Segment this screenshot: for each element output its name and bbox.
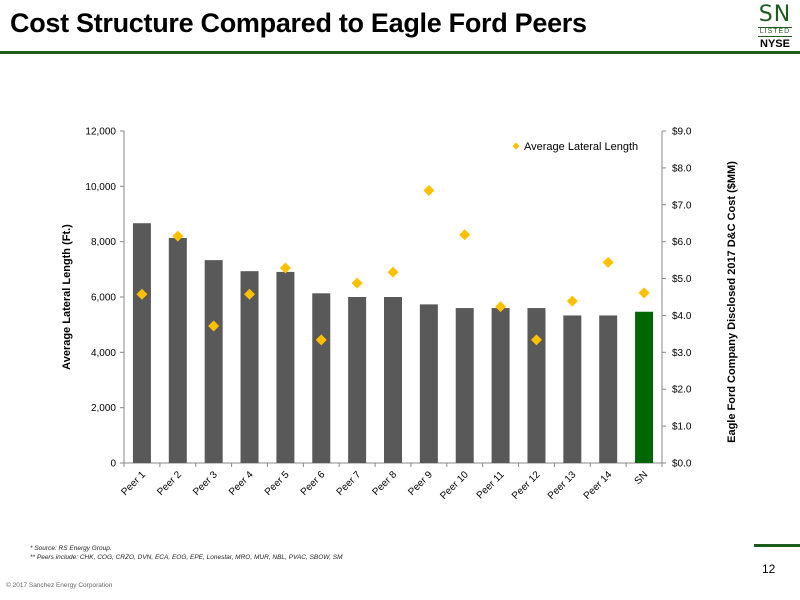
right-axis-tick-label: $2.0 xyxy=(672,385,692,396)
x-axis-tick-label: SN xyxy=(633,469,651,487)
right-axis-tick-label: $6.0 xyxy=(672,237,692,248)
left-axis-tick-label: 12,000 xyxy=(85,127,116,138)
bar-peer-7 xyxy=(348,297,367,463)
right-axis-tick-label: $4.0 xyxy=(672,311,692,322)
x-axis-tick-label: Peer 9 xyxy=(406,469,435,498)
right-axis-tick-label: $0.0 xyxy=(672,459,692,470)
page-number-divider xyxy=(754,544,800,547)
lateral-length-point-peer-9 xyxy=(423,184,435,196)
footnotes: * Source: RS Energy Group. ** Peers incl… xyxy=(30,544,343,562)
x-axis-tick-label: Peer 1 xyxy=(119,469,148,498)
x-axis-tick-label: Peer 7 xyxy=(335,469,364,498)
lateral-length-point-peer-14 xyxy=(602,256,614,268)
lateral-length-point-peer-1 xyxy=(136,288,148,300)
x-axis-tick-label: Peer 10 xyxy=(438,469,471,502)
page-title: Cost Structure Compared to Eagle Ford Pe… xyxy=(10,8,587,38)
left-axis-tick-label: 10,000 xyxy=(85,182,116,193)
logo-exchange: NYSE xyxy=(760,38,790,50)
bar-peer-5 xyxy=(276,271,295,463)
bar-peer-12 xyxy=(527,308,546,463)
legend-marker-lateral-length xyxy=(512,142,520,150)
title-divider xyxy=(0,51,800,54)
x-axis-tick-label: Peer 4 xyxy=(227,469,256,498)
left-axis-tick-label: 0 xyxy=(110,459,116,470)
x-axis-tick-label: Peer 12 xyxy=(510,469,543,502)
right-axis-tick-label: $5.0 xyxy=(672,274,692,285)
x-axis-tick-label: Peer 6 xyxy=(299,469,328,498)
bar-peer-3 xyxy=(204,260,223,463)
x-axis-tick-label: Peer 5 xyxy=(263,469,292,498)
copyright: © 2017 Sanchez Energy Corporation xyxy=(6,582,113,589)
bar-sn xyxy=(635,311,654,463)
footnote-peers: ** Peers include: CHK, COG, CRZO, DVN, E… xyxy=(30,554,343,561)
lateral-length-point-peer-6 xyxy=(315,334,327,346)
bar-peer-10 xyxy=(455,308,474,463)
logo-ticker: SN xyxy=(758,2,792,27)
bar-peer-14 xyxy=(599,315,618,463)
right-axis-title: Eagle Ford Company Disclosed 2017 D&C Co… xyxy=(726,161,738,443)
x-axis-tick-label: Peer 14 xyxy=(582,469,615,502)
bar-peer-11 xyxy=(491,308,510,463)
right-axis-tick-label: $7.0 xyxy=(672,200,692,211)
x-axis-tick-label: Peer 11 xyxy=(475,469,507,501)
lateral-length-point-peer-4 xyxy=(244,288,256,300)
bar-peer-4 xyxy=(240,271,259,463)
left-axis-tick-label: 8,000 xyxy=(91,237,116,248)
right-axis-tick-label: $9.0 xyxy=(672,127,692,138)
lateral-length-point-peer-11 xyxy=(495,301,507,313)
x-axis-tick-label: Peer 3 xyxy=(191,469,220,498)
legend-label-lateral-length: Average Lateral Length xyxy=(524,141,638,153)
bar-peer-1 xyxy=(132,223,151,463)
logo-listed: LISTED xyxy=(758,27,792,37)
left-axis-tick-label: 4,000 xyxy=(91,348,116,359)
lateral-length-point-peer-7 xyxy=(351,277,363,289)
lateral-length-point-peer-12 xyxy=(530,334,542,346)
bar-peer-2 xyxy=(168,237,187,463)
bar-peer-6 xyxy=(312,293,331,463)
lateral-length-point-peer-13 xyxy=(566,295,578,307)
lateral-length-point-peer-8 xyxy=(387,266,399,278)
page-number: 12 xyxy=(762,562,776,576)
lateral-length-point-peer-5 xyxy=(279,262,291,274)
left-axis-title: Average Lateral Length (Ft.) xyxy=(61,224,73,370)
left-axis-tick-label: 2,000 xyxy=(91,403,116,414)
bar-peer-9 xyxy=(419,304,438,463)
bar-peer-8 xyxy=(384,297,402,463)
lateral-length-point-peer-3 xyxy=(208,320,220,332)
company-logo: SN LISTED NYSE xyxy=(754,2,796,50)
bar-peer-13 xyxy=(563,315,582,463)
lateral-length-point-peer-10 xyxy=(459,229,471,241)
left-axis-tick-label: 6,000 xyxy=(91,293,116,304)
right-axis-tick-label: $3.0 xyxy=(672,348,692,359)
lateral-length-point-peer-2 xyxy=(172,230,184,242)
x-axis-tick-label: Peer 2 xyxy=(155,469,184,498)
x-axis-tick-label: Peer 13 xyxy=(546,469,579,502)
footnote-source: * Source: RS Energy Group. xyxy=(30,545,112,552)
x-axis-tick-label: Peer 8 xyxy=(371,469,400,498)
lateral-length-point-sn xyxy=(638,287,650,299)
right-axis-tick-label: $8.0 xyxy=(672,163,692,174)
right-axis-tick-label: $1.0 xyxy=(672,422,692,433)
